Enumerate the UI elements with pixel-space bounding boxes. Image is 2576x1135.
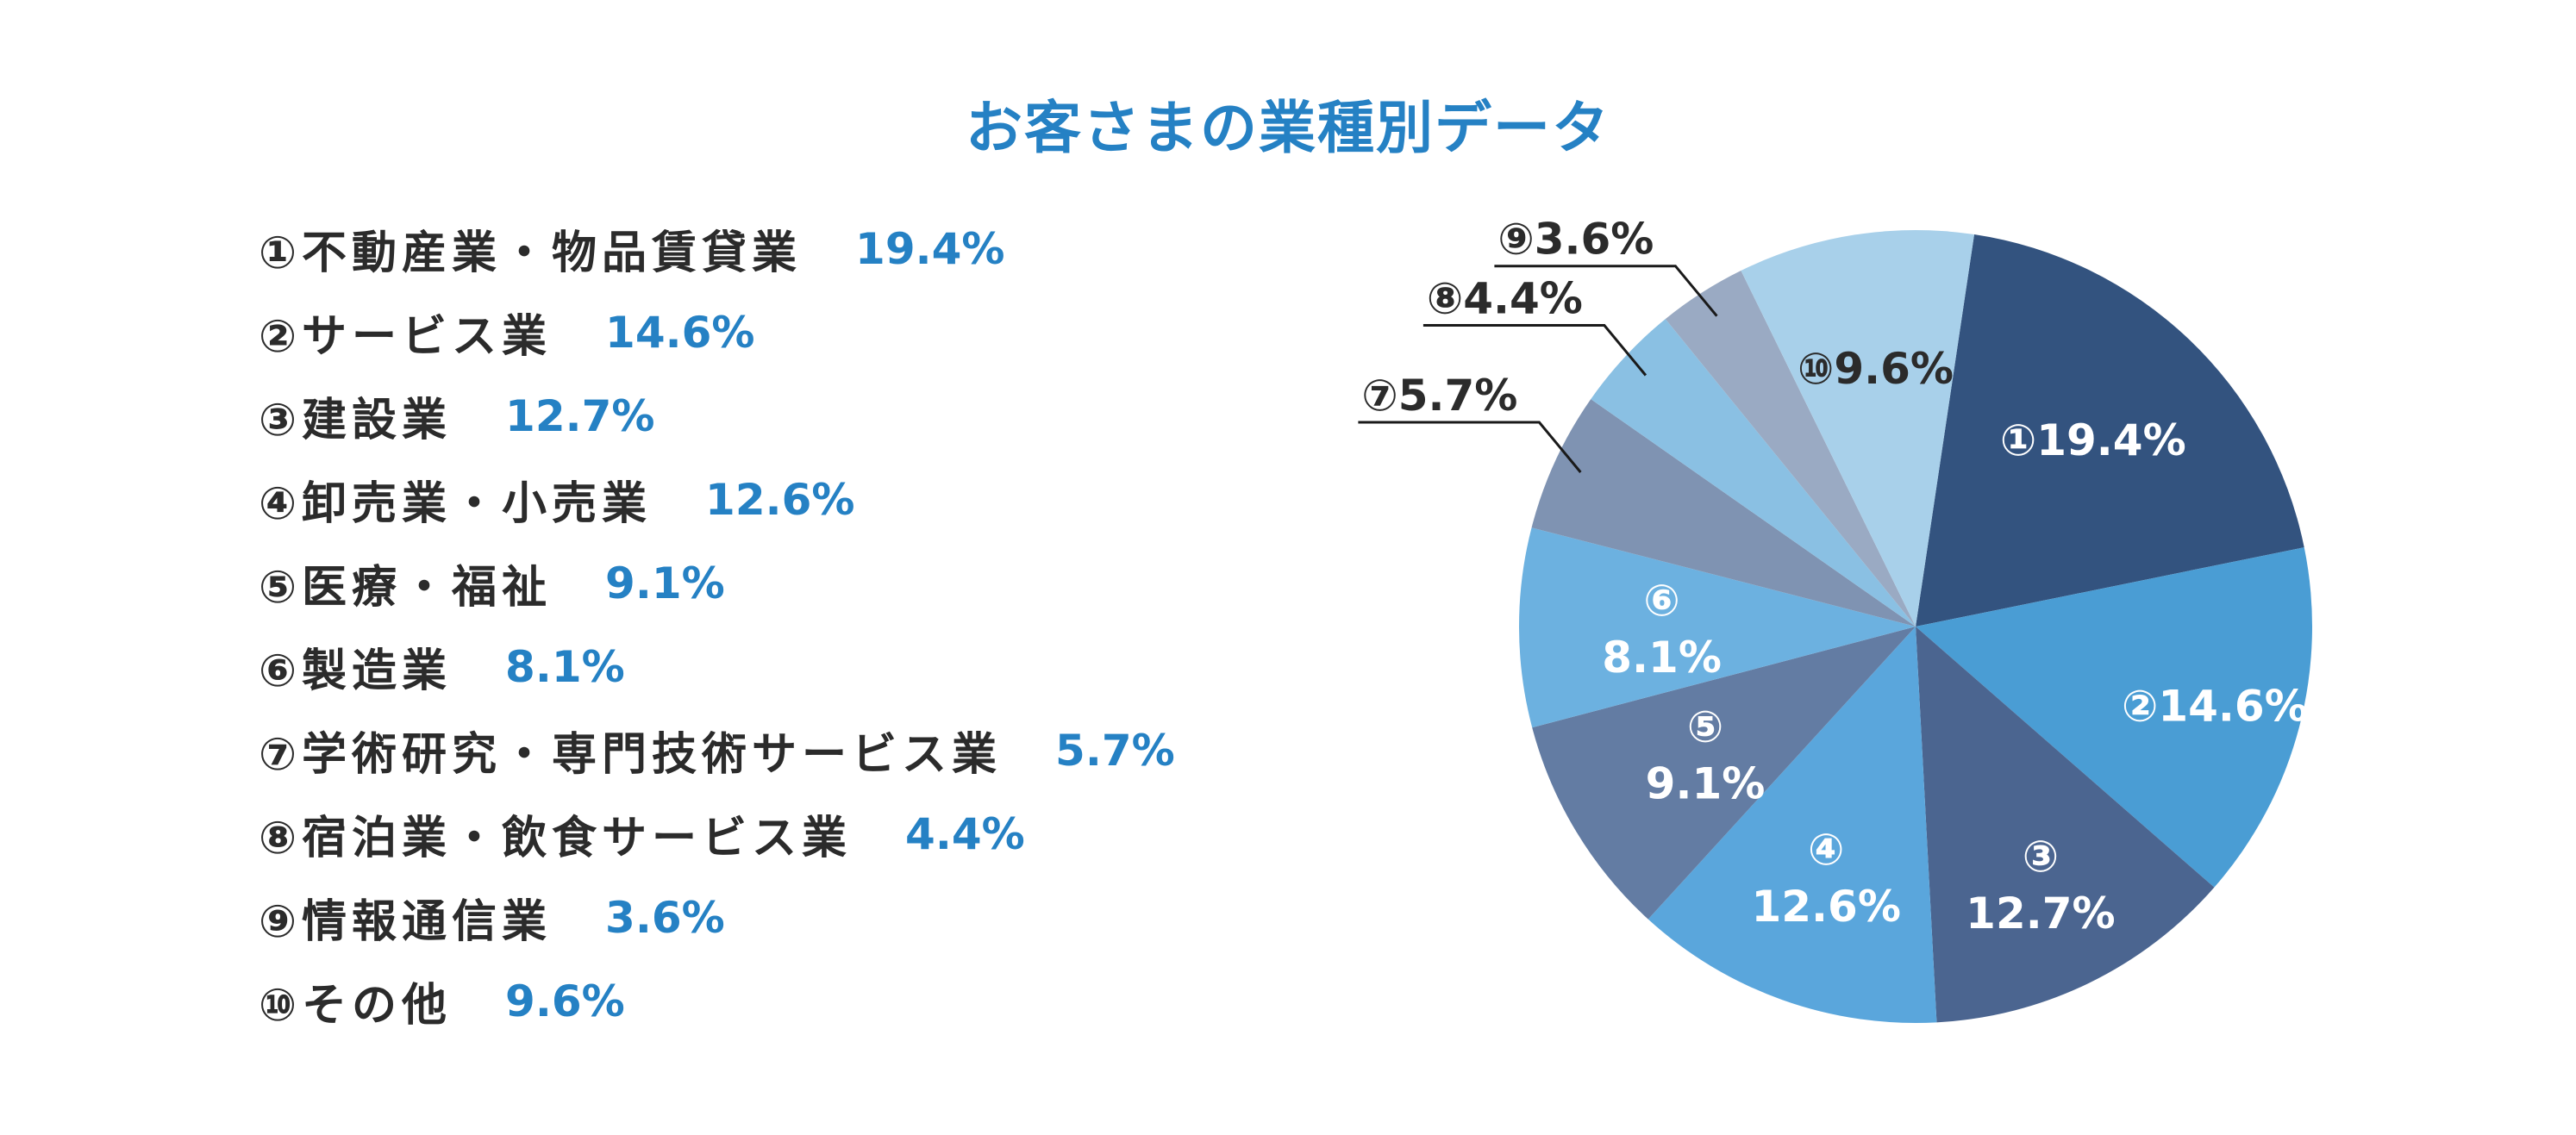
legend-item: ③建設業 12.7% <box>259 374 1175 458</box>
legend-name: 製造業 <box>302 645 453 697</box>
slice-marker-label: ⑥ <box>1643 576 1679 626</box>
legend-marker: ② <box>259 311 303 363</box>
slice-label: ⑦5.7% <box>1361 371 1517 421</box>
slice-label: ⑩9.6% <box>1798 344 1954 394</box>
legend-value: 9.6% <box>505 976 625 1026</box>
pie-slice <box>1916 627 2215 1023</box>
legend-value: 3.6% <box>605 892 725 943</box>
legend-marker: ③ <box>259 395 303 446</box>
legend-marker: ⑤ <box>259 562 303 614</box>
legend-label: ③建設業 <box>259 384 452 448</box>
legend-name: 宿泊業・飲食サービス業 <box>302 813 853 864</box>
legend-label: ⑨情報通信業 <box>259 885 552 950</box>
pie-slice <box>1648 627 1937 1023</box>
legend-marker: ④ <box>259 478 303 530</box>
slice-label: ②14.6% <box>2122 682 2308 732</box>
slice-value-label: 12.7% <box>1966 889 2115 939</box>
legend-item: ⑧宿泊業・飲食サービス業 4.4% <box>259 792 1175 876</box>
leader-line <box>1422 324 1648 377</box>
legend-value: 12.7% <box>505 390 655 441</box>
legend-label: ②サービス業 <box>259 300 552 365</box>
legend: ①不動産業・物品賃貸業 19.4% ②サービス業 14.6% ③建設業 12.7… <box>259 207 1175 1043</box>
legend-name: 建設業 <box>302 395 453 446</box>
legend-value: 19.4% <box>855 223 1005 274</box>
legend-label: ①不動産業・物品賃貸業 <box>259 216 802 281</box>
legend-name: その他 <box>302 980 453 1032</box>
slice-value-label: 8.1% <box>1602 633 1722 683</box>
legend-value: 9.1% <box>605 558 725 608</box>
legend-label: ⑤医療・福祉 <box>259 551 552 615</box>
legend-name: 不動産業・物品賃貸業 <box>302 228 803 279</box>
pie-slice <box>1916 234 2304 627</box>
pie-slice <box>1531 399 1916 627</box>
legend-name: 学術研究・専門技術サービス業 <box>302 729 1003 781</box>
legend-value: 12.6% <box>705 474 855 525</box>
slice-label: ⑨3.6% <box>1497 215 1654 265</box>
slice-marker-label: ⑤ <box>1687 702 1723 752</box>
chart-title: お客さまの業種別データ <box>966 95 1610 161</box>
leader-line <box>1494 265 1718 317</box>
legend-name: 卸売業・小売業 <box>302 478 653 530</box>
legend-name: 情報通信業 <box>302 896 553 948</box>
legend-marker: ⑨ <box>259 896 303 948</box>
slice-marker-label: ③ <box>2023 832 2059 882</box>
slice-label: ①19.4% <box>2000 415 2186 465</box>
legend-marker: ⑩ <box>259 980 303 1032</box>
legend-marker: ⑥ <box>259 645 303 697</box>
legend-marker: ⑦ <box>259 729 303 781</box>
legend-item: ⑥製造業 8.1% <box>259 625 1175 708</box>
pie-slice <box>1591 319 1916 627</box>
leader-line <box>1358 421 1582 473</box>
legend-item: ⑨情報通信業 3.6% <box>259 876 1175 959</box>
legend-value: 8.1% <box>505 641 625 692</box>
slice-marker-label: ④ <box>1808 825 1844 875</box>
legend-value: 14.6% <box>605 307 755 358</box>
legend-item: ①不動産業・物品賃貸業 19.4% <box>259 207 1175 290</box>
pie-slice <box>1916 547 2312 888</box>
legend-name: 医療・福祉 <box>302 562 553 614</box>
pie-slice <box>1519 527 1916 728</box>
legend-marker: ① <box>259 228 303 279</box>
legend-item: ⑦学術研究・専門技術サービス業 5.7% <box>259 708 1175 792</box>
pie-slice <box>1532 627 1916 920</box>
slice-value-label: 9.1% <box>1646 759 1766 809</box>
legend-label: ④卸売業・小売業 <box>259 467 652 532</box>
slice-value-label: 12.6% <box>1751 882 1900 932</box>
legend-item: ⑤医療・福祉 9.1% <box>259 541 1175 625</box>
slice-label: ⑧4.4% <box>1427 274 1583 324</box>
pie-slice <box>1741 229 1974 627</box>
legend-item: ②サービス業 14.6% <box>259 290 1175 374</box>
legend-label: ⑦学術研究・専門技術サービス業 <box>259 718 1002 783</box>
legend-marker: ⑧ <box>259 813 303 864</box>
legend-label: ⑩その他 <box>259 969 452 1033</box>
legend-value: 5.7% <box>1055 725 1175 776</box>
legend-item: ④卸売業・小売業 12.6% <box>259 458 1175 541</box>
legend-name: サービス業 <box>302 311 553 363</box>
legend-value: 4.4% <box>905 808 1025 859</box>
legend-item: ⑩その他 9.6% <box>259 959 1175 1043</box>
pie-slice <box>1665 271 1916 627</box>
legend-label: ⑥製造業 <box>259 634 452 699</box>
legend-label: ⑧宿泊業・飲食サービス業 <box>259 801 852 866</box>
